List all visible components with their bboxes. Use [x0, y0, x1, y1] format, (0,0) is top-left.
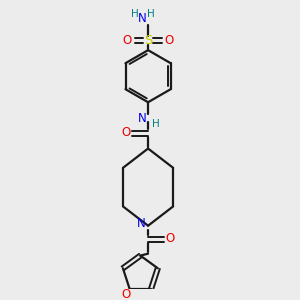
Text: S: S — [144, 34, 152, 47]
Text: O: O — [122, 34, 131, 47]
Text: H: H — [147, 8, 155, 19]
Text: N: N — [138, 112, 147, 125]
Text: O: O — [121, 288, 130, 300]
Text: O: O — [121, 126, 130, 139]
Text: H: H — [152, 119, 160, 129]
Text: O: O — [165, 34, 174, 47]
Text: N: N — [137, 217, 146, 230]
Text: N: N — [138, 12, 147, 25]
Text: O: O — [166, 232, 175, 245]
Text: H: H — [131, 8, 138, 19]
